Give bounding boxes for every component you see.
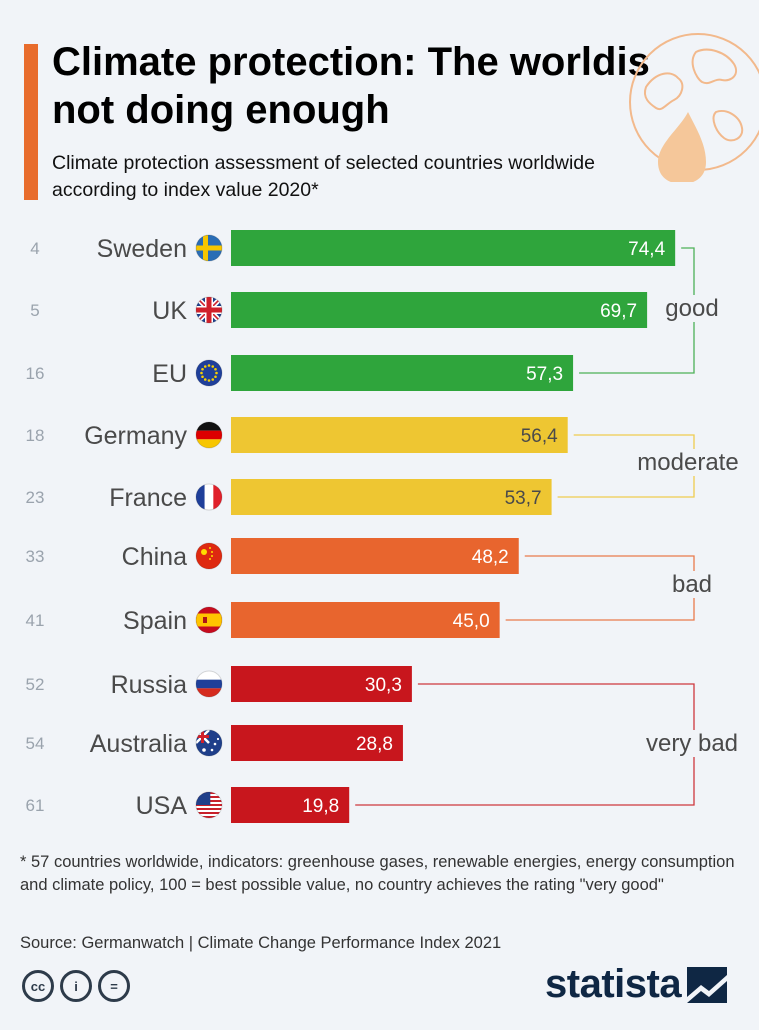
bar bbox=[231, 538, 519, 574]
rank-label: 41 bbox=[26, 611, 45, 630]
group-bracket bbox=[505, 555, 695, 621]
source-note: Source: Germanwatch | Climate Change Per… bbox=[20, 934, 502, 952]
flag-ring bbox=[195, 359, 223, 387]
value-label: 28,8 bbox=[356, 734, 393, 755]
country-label: USA bbox=[136, 792, 188, 820]
flag-ring bbox=[195, 542, 223, 570]
eu-flag-icon bbox=[196, 360, 222, 386]
value-label: 45,0 bbox=[453, 611, 490, 632]
bar bbox=[231, 292, 648, 328]
flag-ring bbox=[195, 421, 223, 449]
spain-flag-icon bbox=[196, 607, 222, 633]
value-label: 74,4 bbox=[628, 239, 665, 260]
title-accent-bar bbox=[24, 44, 38, 200]
flag-ring bbox=[195, 729, 223, 757]
value-label: 69,7 bbox=[600, 301, 637, 322]
country-label: France bbox=[109, 484, 187, 512]
uk-flag-icon bbox=[196, 297, 222, 323]
bar bbox=[231, 417, 568, 453]
country-label: Spain bbox=[123, 607, 187, 635]
russia-flag-icon bbox=[196, 671, 222, 697]
page-subtitle: Climate protection assessment of selecte… bbox=[52, 152, 596, 201]
license-badges: cc i = bbox=[22, 970, 130, 1002]
bar bbox=[231, 230, 676, 266]
group-label: very bad bbox=[646, 730, 738, 757]
attribution-icon[interactable]: i bbox=[60, 970, 92, 1002]
usa-flag-icon bbox=[196, 792, 222, 818]
rank-label: 4 bbox=[30, 239, 39, 258]
group-label: moderate bbox=[637, 449, 738, 476]
value-label: 48,2 bbox=[472, 547, 509, 568]
flag-ring bbox=[195, 234, 223, 262]
country-label: Australia bbox=[90, 730, 187, 758]
country-label: China bbox=[122, 543, 187, 571]
flag-ring bbox=[195, 296, 223, 324]
rank-label: 5 bbox=[30, 301, 39, 320]
rank-label: 16 bbox=[26, 364, 45, 383]
germany-flag-icon bbox=[196, 422, 222, 448]
flag-ring bbox=[195, 670, 223, 698]
bar-chart: 4 Sweden 74,4 5 UK 69,7 16 EU 57,3 18 Germany 56,4 2… bbox=[26, 230, 742, 823]
no-derivatives-icon[interactable]: = bbox=[98, 970, 130, 1002]
rank-label: 33 bbox=[26, 547, 45, 566]
rank-label: 18 bbox=[26, 426, 45, 445]
rank-label: 61 bbox=[26, 796, 45, 815]
bar bbox=[231, 725, 403, 761]
sweden-flag-icon bbox=[196, 235, 222, 261]
page-title: Climate protection: The worldis not doin… bbox=[52, 40, 650, 132]
flag-ring bbox=[195, 483, 223, 511]
globe-droplet-icon bbox=[629, 33, 759, 182]
country-label: EU bbox=[152, 360, 187, 388]
flag-ring bbox=[195, 791, 223, 819]
value-label: 56,4 bbox=[521, 426, 558, 447]
bar bbox=[231, 479, 552, 515]
group-label: bad bbox=[672, 571, 712, 598]
group-label: good bbox=[665, 295, 718, 322]
value-label: 19,8 bbox=[302, 796, 339, 817]
value-label: 57,3 bbox=[526, 364, 563, 385]
rank-label: 54 bbox=[26, 734, 45, 753]
statista-logo[interactable]: statista bbox=[545, 962, 728, 1007]
group-label-background bbox=[662, 295, 722, 322]
value-label: 53,7 bbox=[505, 488, 542, 509]
group-label-background bbox=[634, 449, 742, 476]
country-label: Russia bbox=[111, 671, 188, 699]
bar bbox=[231, 666, 412, 702]
group-label-background bbox=[668, 571, 716, 598]
footnote: * 57 countries worldwide, indicators: gr… bbox=[20, 853, 735, 894]
bar bbox=[231, 787, 350, 823]
australia-flag-icon bbox=[196, 730, 222, 756]
value-label: 30,3 bbox=[365, 675, 402, 696]
rank-label: 52 bbox=[26, 675, 45, 694]
china-flag-icon bbox=[196, 543, 222, 569]
country-label: Germany bbox=[84, 422, 187, 450]
country-label: Sweden bbox=[97, 235, 187, 263]
country-label: UK bbox=[152, 297, 187, 325]
france-flag-icon bbox=[196, 484, 222, 510]
cc-icon[interactable]: cc bbox=[22, 970, 54, 1002]
bar bbox=[231, 355, 574, 391]
group-label-background bbox=[642, 730, 742, 757]
brand-name: statista bbox=[545, 962, 682, 1006]
bar bbox=[231, 602, 500, 638]
statista-mark-icon bbox=[687, 966, 728, 1003]
rank-label: 23 bbox=[26, 488, 45, 507]
flag-ring bbox=[195, 606, 223, 634]
